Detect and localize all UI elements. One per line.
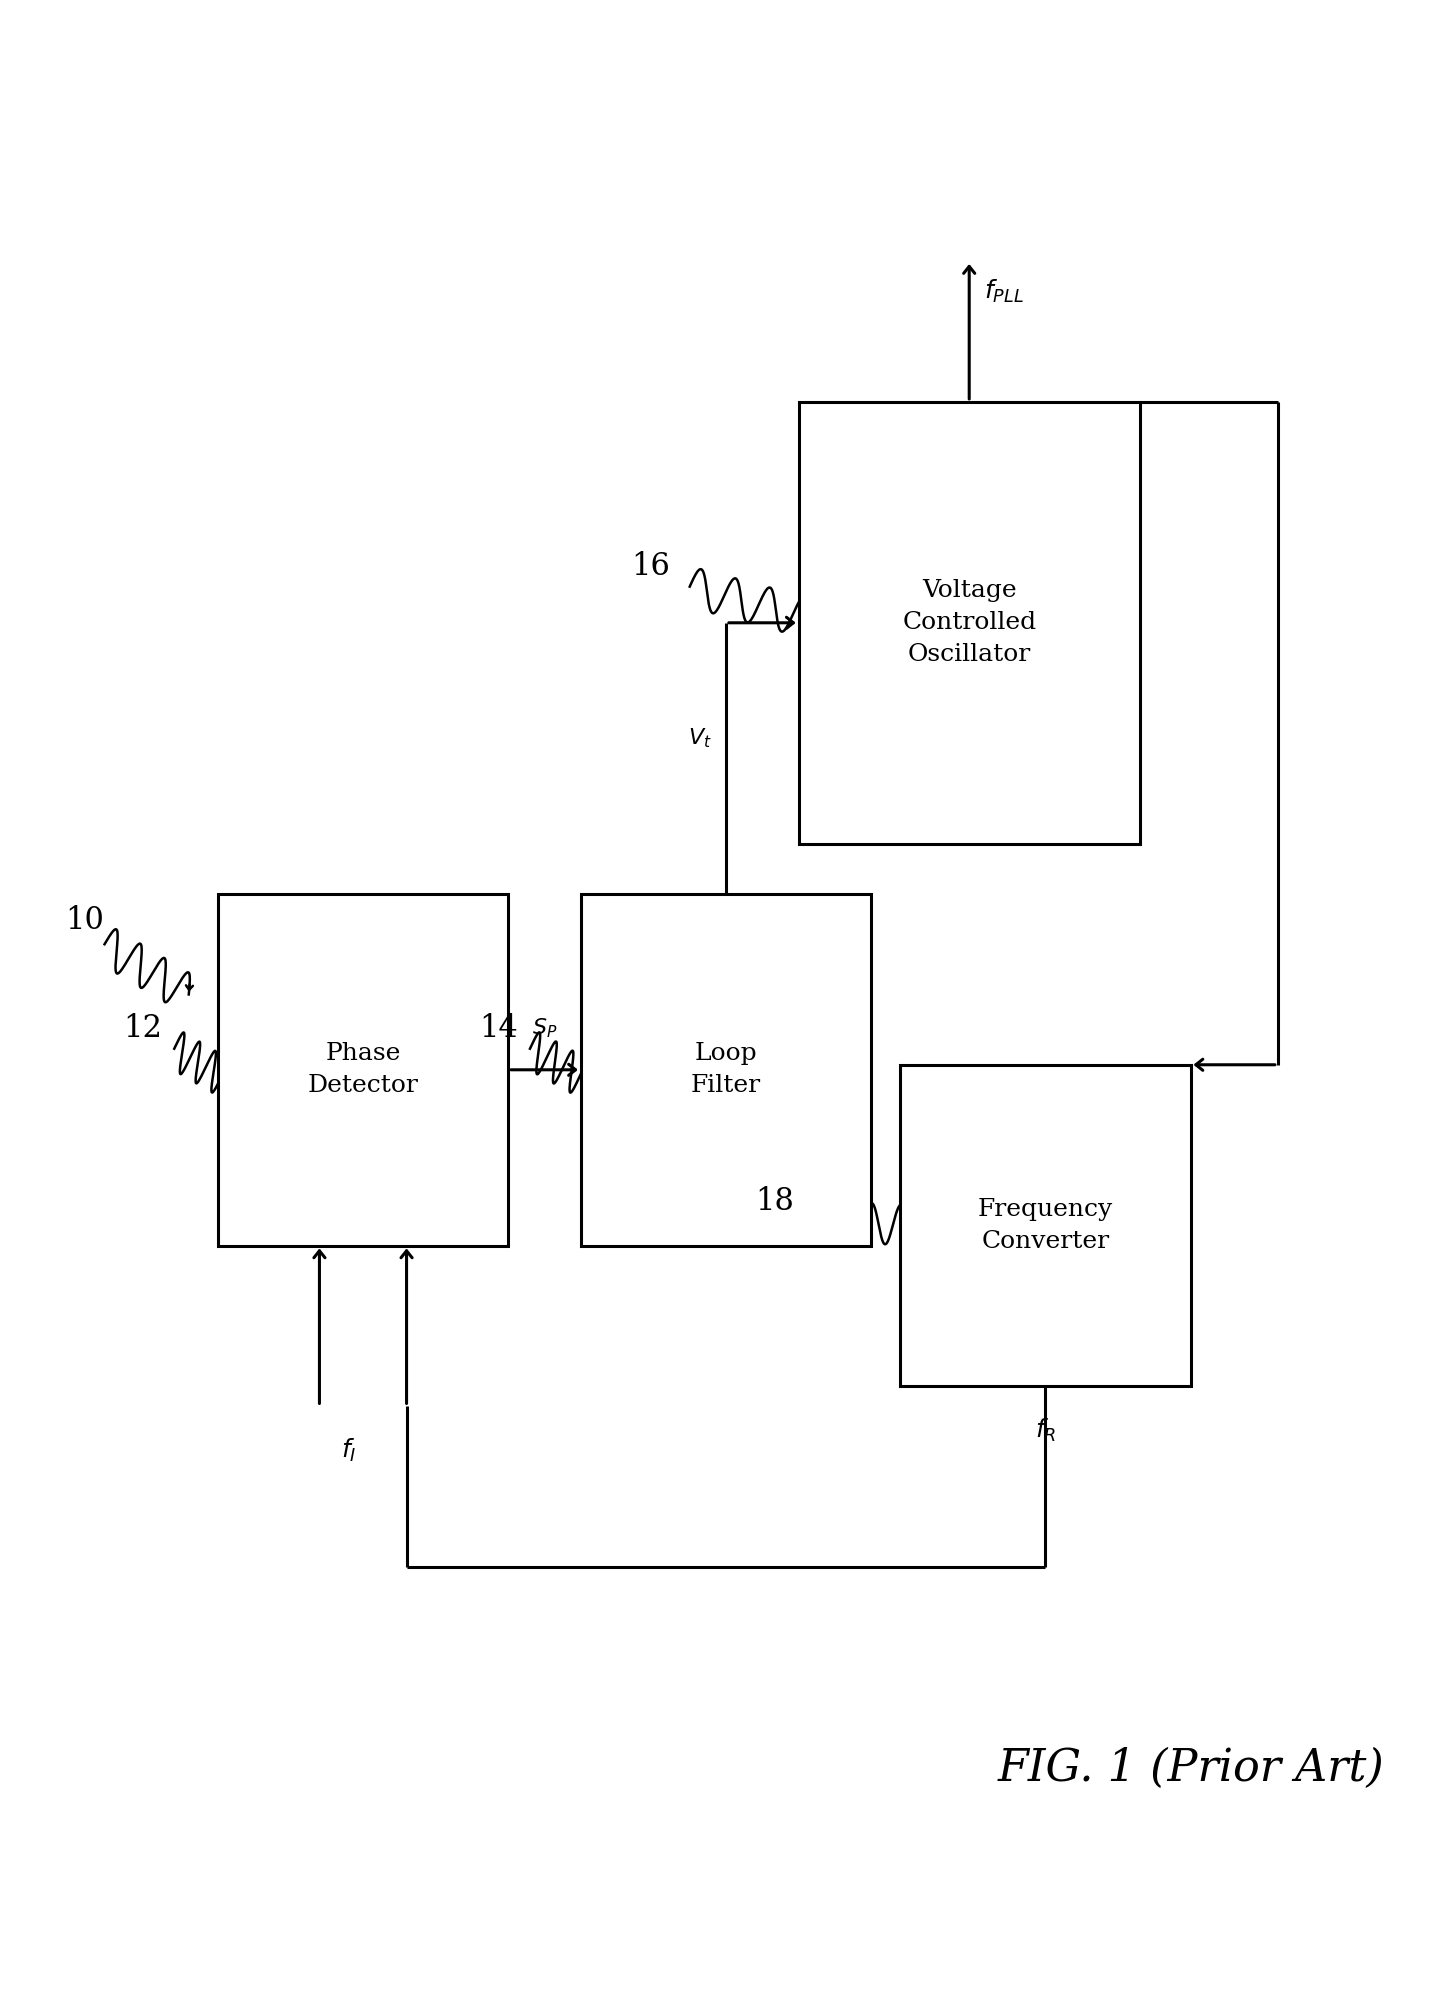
Text: 14: 14 — [479, 1013, 518, 1045]
Text: Loop
Filter: Loop Filter — [691, 1043, 761, 1097]
Bar — [218, 894, 508, 1246]
Text: $S_P$: $S_P$ — [531, 1017, 558, 1041]
Text: FIG. 1 (Prior Art): FIG. 1 (Prior Art) — [998, 1746, 1384, 1790]
Text: Phase
Detector: Phase Detector — [308, 1043, 418, 1097]
Text: 12: 12 — [123, 1013, 163, 1045]
Text: 10: 10 — [65, 904, 105, 936]
Bar — [900, 1065, 1191, 1386]
Text: $f_I$: $f_I$ — [341, 1436, 356, 1465]
Text: $f_R$: $f_R$ — [1035, 1416, 1056, 1444]
Bar — [581, 894, 871, 1246]
Text: 16: 16 — [632, 550, 671, 583]
Text: 18: 18 — [755, 1185, 794, 1217]
Text: $V_t$: $V_t$ — [688, 727, 711, 749]
Text: $f_{PLL}$: $f_{PLL}$ — [984, 277, 1024, 305]
Text: Frequency
Converter: Frequency Converter — [977, 1197, 1114, 1254]
Text: Voltage
Controlled
Oscillator: Voltage Controlled Oscillator — [902, 579, 1037, 667]
Bar — [799, 402, 1140, 844]
